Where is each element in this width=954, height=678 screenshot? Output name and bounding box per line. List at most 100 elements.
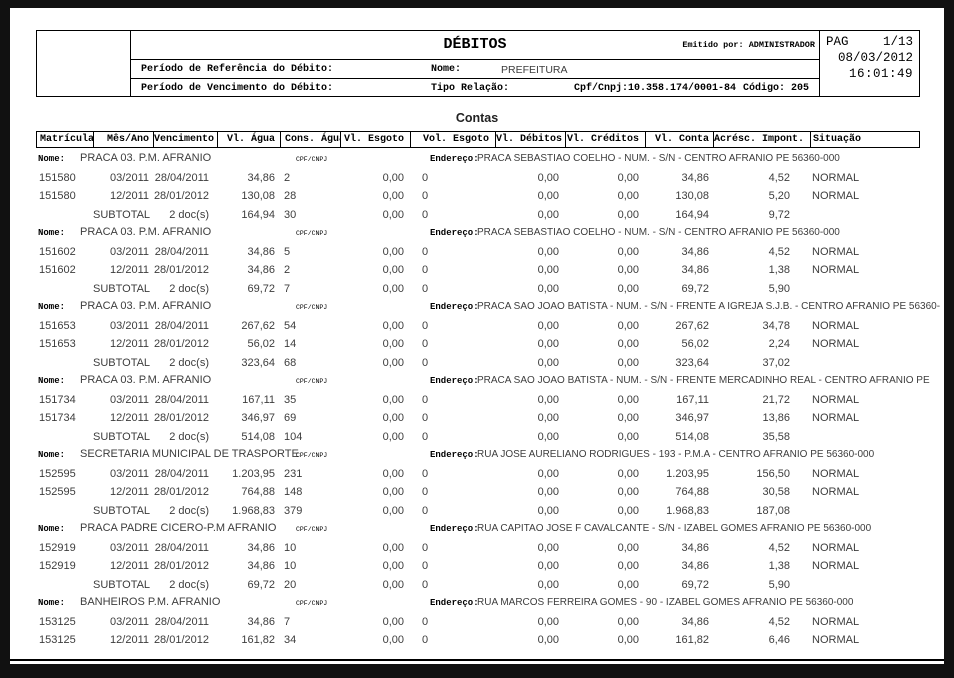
ref-period-label: Período de Referência do Débito:	[141, 64, 334, 75]
group-endereco-value: PRACA SAO JOAO BATISTA - NUM. - S/N - FR…	[477, 301, 941, 312]
column-header: Vencimento	[154, 132, 218, 147]
group-endereco-value: PRACA SEBASTIAO COELHO - NUM. - S/N - CE…	[477, 153, 840, 164]
group-endereco-value: RUA CAPITAO JOSE F CAVALCANTE - S/N - IZ…	[477, 523, 872, 534]
page-number: 1/13	[882, 35, 913, 49]
table-body: Nome: PRACA 03. P.M. AFRANIO CPF/CNPJ Ender…	[36, 150, 940, 650]
table-row: 151602 12/2011 28/01/2012 34,86 2 0,00 0 0,00 0,…	[39, 264, 860, 276]
contas-table: Matrícula Mês/Ano Vencimento Vl. Água Cons. …	[36, 131, 940, 650]
table-row: 151580 12/2011 28/01/2012 130,08 28 0,00 0 0,00…	[39, 190, 860, 202]
section-title: Contas	[455, 111, 499, 125]
due-period-label: Período de Vencimento do Débito:	[141, 83, 334, 94]
cpf-cnpj-label: CPF/CNPJ	[296, 304, 328, 311]
nome-label: Nome:	[431, 64, 462, 75]
table-row: 153125 03/2011 28/04/2011 34,86 7 0,00 0 0,00 0,…	[39, 615, 860, 628]
endereco-label: Endereço:	[430, 154, 479, 164]
group-header-row: Nome: PRACA 03. P.M. AFRANIO CPF/CNPJ Ender…	[36, 150, 920, 169]
codigo-value: Código: 205	[743, 83, 810, 94]
nome-label: Nome:	[38, 450, 66, 460]
subtotal-row: SUBTOTAL 2 doc(s) 69,72 7 0,00 0 0,00 0,00 69,72…	[93, 282, 790, 295]
table-row: 151580 03/2011 28/04/2011 34,86 2 0,00 0 0,00 0,…	[39, 171, 860, 184]
subtotal-row: SUBTOTAL 2 doc(s) 514,08 104 0,00 0 0,00 0,00 51…	[93, 430, 790, 443]
group-endereco-value: RUA MARCOS FERREIRA GOMES - 90 - IZABEL …	[477, 597, 854, 608]
report-header: DÉBITOS Emitido por: ADMINISTRADOR Perío…	[36, 30, 920, 97]
cpf-cnpj-value: Cpf/Cnpj:10.358.174/0001-84	[574, 83, 737, 94]
nome-label: Nome:	[38, 302, 66, 312]
group-endereco-value: PRACA SAO JOAO BATISTA - NUM. - S/N - FR…	[477, 375, 930, 386]
nome-value: PREFEITURA	[501, 64, 568, 76]
endereco-label: Endereço:	[430, 376, 479, 386]
table-row: 151734 12/2011 28/01/2012 346,97 69 0,00 0 0,00…	[39, 412, 860, 424]
tipo-relacao-label: Tipo Relação:	[431, 83, 510, 94]
group-nome-value: SECRETARIA MUNICIPAL DE TRASPORTE	[80, 448, 299, 460]
column-header: Vl. Água	[218, 132, 281, 147]
cpf-cnpj-label: CPF/CNPJ	[296, 378, 328, 385]
column-header: Situação	[813, 134, 862, 145]
header-row-vencimento: Período de Vencimento do Débito: Tipo Re…	[131, 79, 819, 96]
group-header-row: Nome: PRACA 03. P.M. AFRANIO CPF/CNPJ Ender…	[36, 372, 930, 391]
column-header: Mês/Ano	[94, 132, 154, 147]
group-header-row: Nome: PRACA 03. P.M. AFRANIO CPF/CNPJ Ender…	[36, 298, 940, 317]
page-bottom-rule	[10, 659, 944, 661]
endereco-label: Endereço:	[430, 450, 479, 460]
endereco-label: Endereço:	[430, 598, 479, 608]
subtotal-row: SUBTOTAL 2 doc(s) 1.968,83 379 0,00 0 0,00 0,00…	[93, 504, 790, 517]
column-header: Vol. Esgoto	[411, 132, 496, 147]
table-row: 152595 03/2011 28/04/2011 1.203,95 231 0,00 0 0…	[39, 467, 860, 480]
report-page: DÉBITOS Emitido por: ADMINISTRADOR Perío…	[10, 8, 944, 664]
group-endereco-value: RUA JOSE AURELIANO RODRIGUES - 193 - P.M…	[477, 449, 875, 460]
subtotal-row: SUBTOTAL 2 doc(s) 323,64 68 0,00 0 0,00 0,00 323…	[93, 356, 790, 369]
logo-box	[37, 31, 131, 96]
cpf-cnpj-label: CPF/CNPJ	[296, 526, 328, 533]
group-header-row: Nome: SECRETARIA MUNICIPAL DE TRASPORTE CP…	[36, 446, 920, 465]
nome-label: Nome:	[38, 598, 66, 608]
emitted-by: Emitido por: ADMINISTRADOR	[682, 40, 815, 50]
cpf-cnpj-label: CPF/CNPJ	[296, 230, 328, 237]
column-header: Matrícula	[37, 132, 94, 147]
nome-label: Nome:	[38, 154, 66, 164]
column-header: Vl. Créditos	[566, 132, 646, 147]
column-header: Cons. Água	[281, 132, 341, 147]
group-nome-value: PRACA 03. P.M. AFRANIO	[80, 152, 212, 164]
group-nome-value: PRACA 03. P.M. AFRANIO	[80, 374, 212, 386]
column-header: Vl. Esgoto	[341, 132, 411, 147]
table-row: 151653 12/2011 28/01/2012 56,02 14 0,00 0 0,00 0…	[39, 338, 860, 350]
emitted-by-label: Emitido por:	[682, 40, 744, 50]
cpf-cnpj-label: CPF/CNPJ	[296, 156, 328, 163]
page-info: PAG 1/13 08/03/2012 16:01:49	[819, 31, 919, 96]
emitted-by-value: ADMINISTRADOR	[748, 40, 815, 50]
header-title-row: DÉBITOS Emitido por: ADMINISTRADOR	[131, 31, 819, 60]
group-nome-value: PRACA 03. P.M. AFRANIO	[80, 226, 212, 238]
table-row: 152595 12/2011 28/01/2012 764,88 148 0,00 0 0,0…	[39, 486, 860, 498]
column-header: Vl. Conta	[646, 132, 714, 147]
table-row: 151734 03/2011 28/04/2011 167,11 35 0,00 0 0,00…	[39, 393, 860, 406]
group-header-row: Nome: PRACA 03. P.M. AFRANIO CPF/CNPJ Ender…	[36, 224, 920, 243]
header-center: DÉBITOS Emitido por: ADMINISTRADOR Perío…	[131, 31, 819, 96]
nome-label: Nome:	[38, 376, 66, 386]
group-header-row: Nome: BANHEIROS P.M. AFRANIO CPF/CNPJ Ender…	[36, 594, 920, 613]
group-endereco-value: PRACA SEBASTIAO COELHO - NUM. - S/N - CE…	[477, 227, 840, 238]
report-date: 08/03/2012	[837, 51, 913, 65]
group-header-row: Nome: PRACA PADRE CICERO-P.M AFRANIO CPF/C…	[36, 520, 920, 539]
table-row: 152919 12/2011 28/01/2012 34,86 10 0,00 0 0,00 0…	[39, 560, 860, 572]
group-nome-value: PRACA 03. P.M. AFRANIO	[80, 300, 212, 312]
nome-label: Nome:	[38, 524, 66, 534]
subtotal-row: SUBTOTAL 2 doc(s) 164,94 30 0,00 0 0,00 0,00 164…	[93, 208, 790, 221]
column-header: Acrésc. Impont.	[714, 132, 811, 147]
table-row: 152919 03/2011 28/04/2011 34,86 10 0,00 0 0,00 0…	[39, 541, 860, 554]
table-row: 151653 03/2011 28/04/2011 267,62 54 0,00 0 0,00…	[39, 319, 860, 332]
nome-label: Nome:	[38, 228, 66, 238]
column-header: Vl. Débitos	[496, 132, 566, 147]
group-nome-value: PRACA PADRE CICERO-P.M AFRANIO	[80, 522, 277, 534]
group-nome-value: BANHEIROS P.M. AFRANIO	[80, 596, 221, 608]
table-header-row: Matrícula Mês/Ano Vencimento Vl. Água Cons. …	[36, 131, 920, 148]
cpf-cnpj-label: CPF/CNPJ	[296, 600, 328, 607]
report-title: DÉBITOS	[443, 36, 507, 53]
endereco-label: Endereço:	[430, 302, 479, 312]
endereco-label: Endereço:	[430, 228, 479, 238]
subtotal-row: SUBTOTAL 2 doc(s) 69,72 20 0,00 0 0,00 0,00 69,7…	[93, 578, 790, 591]
table-row: 153125 12/2011 28/01/2012 161,82 34 0,00 0 0,00…	[39, 634, 860, 646]
cpf-cnpj-label: CPF/CNPJ	[296, 452, 328, 459]
pag-label: PAG	[826, 35, 849, 49]
report-time: 16:01:49	[848, 67, 913, 81]
header-row-reference: Período de Referência do Débito: Nome: P…	[131, 60, 819, 79]
